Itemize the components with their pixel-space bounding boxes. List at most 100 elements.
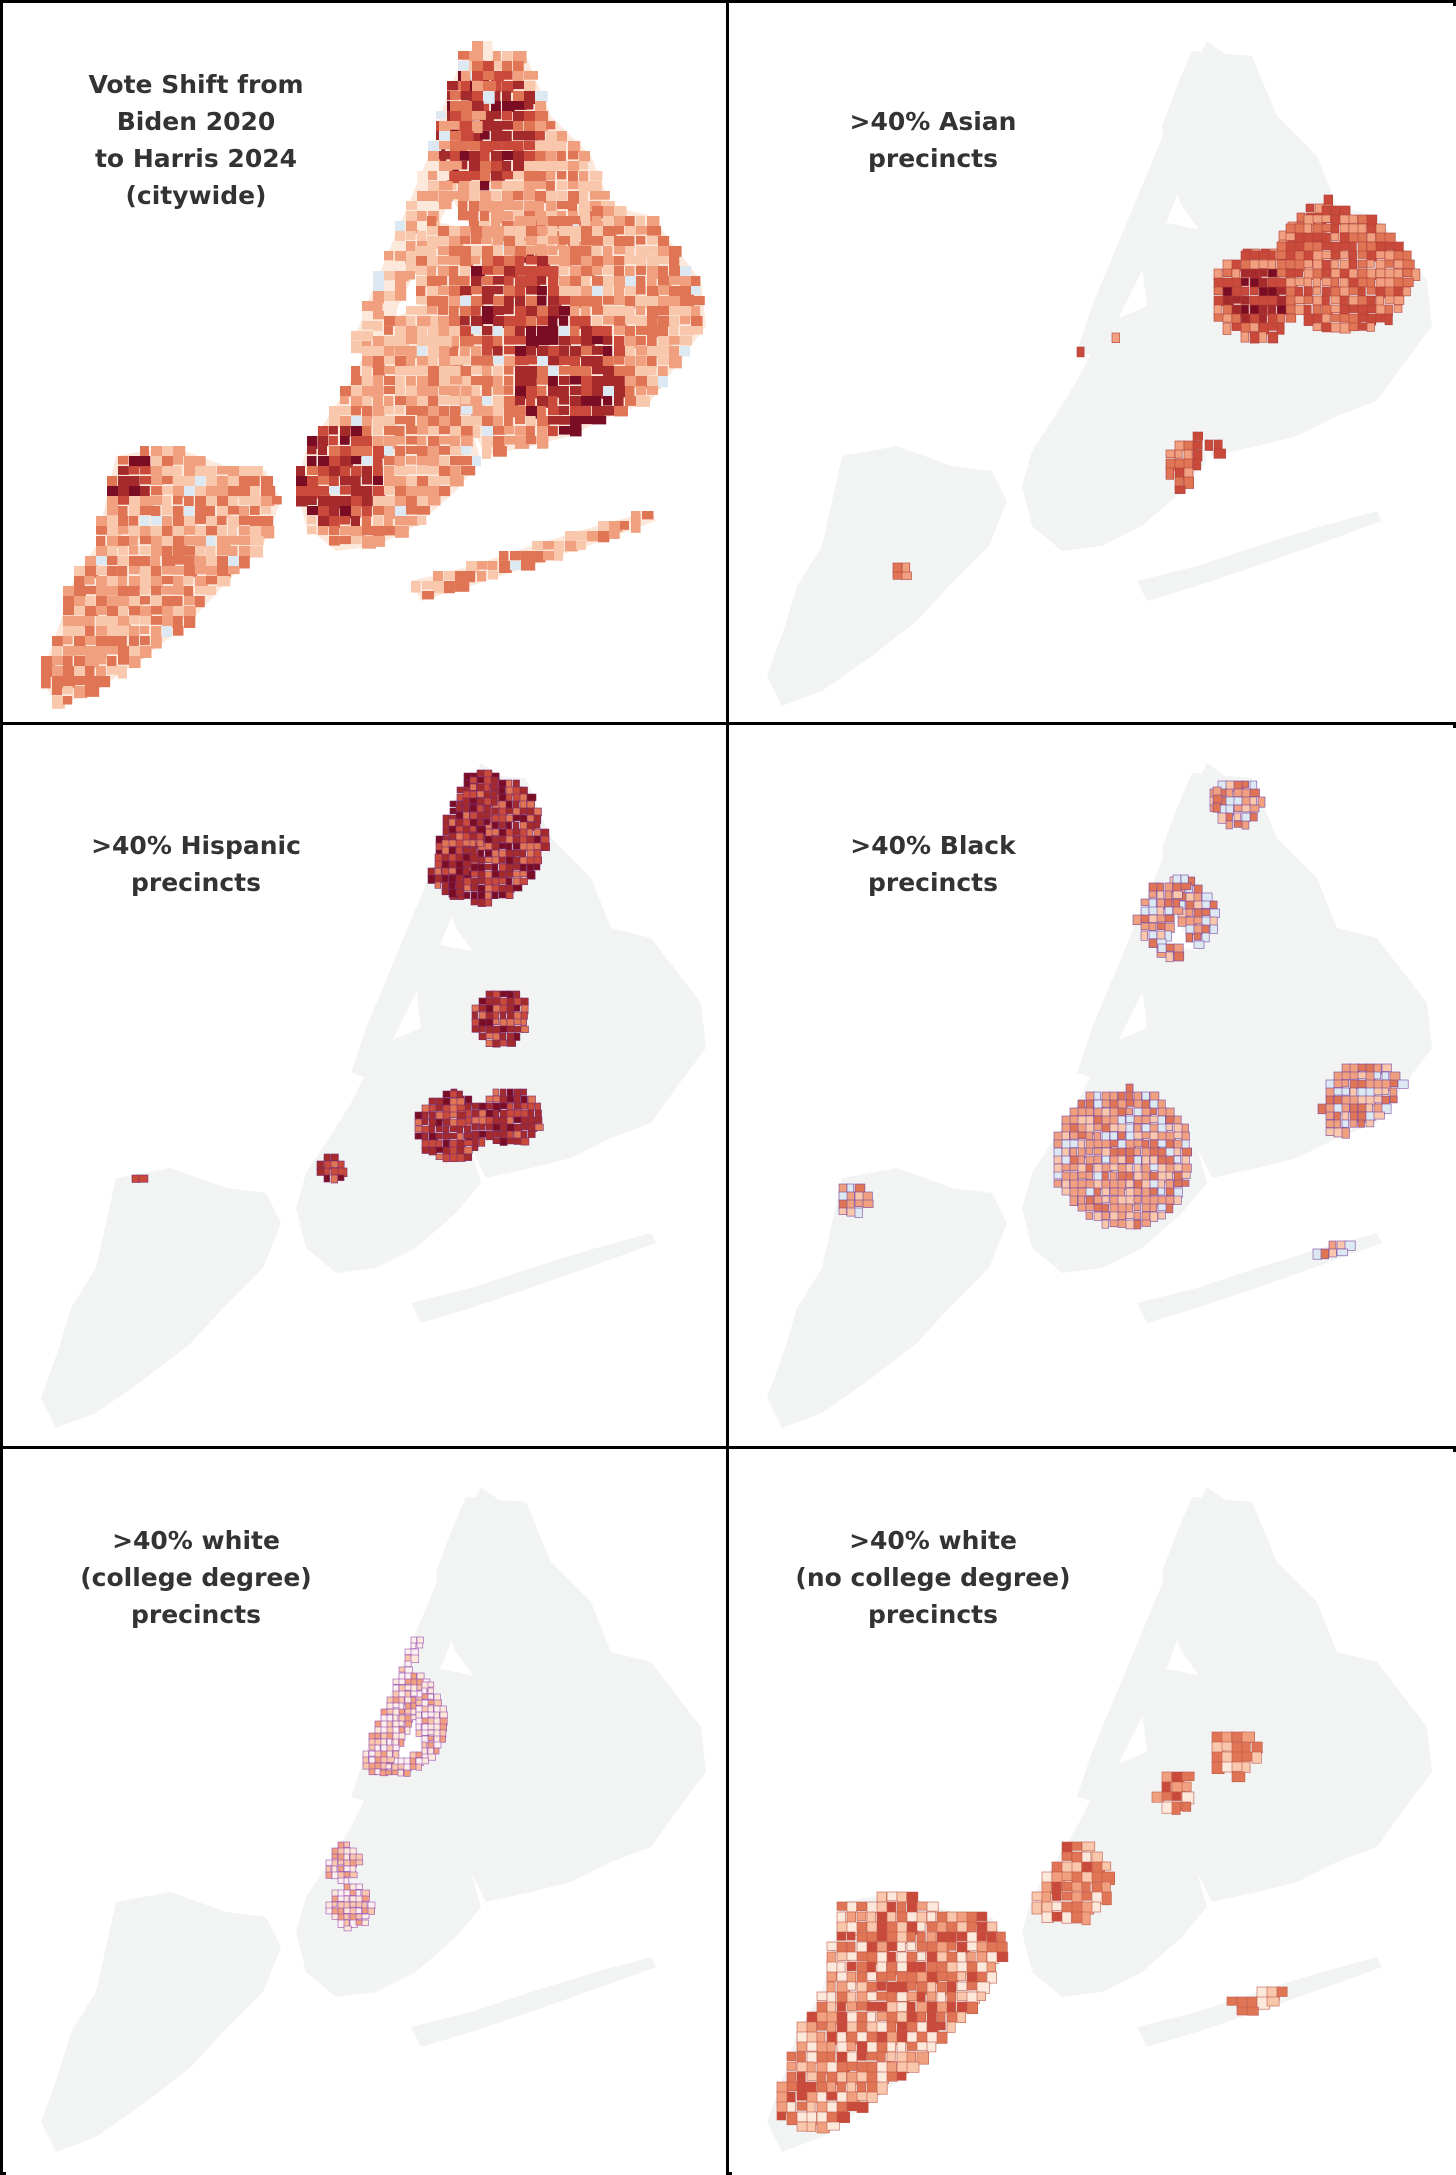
precinct	[340, 496, 353, 509]
precinct	[502, 61, 513, 73]
precinct	[658, 326, 668, 339]
precinct	[506, 1088, 514, 1097]
precinct	[504, 246, 519, 256]
precinct	[362, 321, 377, 330]
precinct	[435, 1153, 444, 1160]
precinct	[916, 2051, 929, 2065]
precinct	[1093, 1115, 1103, 1125]
precinct	[456, 1111, 467, 1119]
precinct	[444, 571, 458, 581]
precinct	[456, 1104, 466, 1112]
precinct	[340, 426, 351, 437]
precinct	[395, 241, 405, 252]
precinct	[482, 376, 494, 387]
precinct	[1165, 1171, 1173, 1180]
precinct	[406, 446, 420, 454]
precinct	[455, 581, 470, 592]
precinct	[449, 316, 461, 329]
precinct	[330, 1174, 338, 1184]
precinct	[502, 161, 512, 174]
precinct	[427, 226, 441, 235]
precinct	[250, 466, 263, 477]
precinct	[1101, 1099, 1111, 1108]
precinct	[504, 236, 516, 247]
precinct	[85, 666, 95, 677]
precinct	[343, 1877, 350, 1885]
precinct	[636, 226, 650, 235]
precinct	[140, 536, 152, 545]
precinct	[609, 521, 623, 532]
precinct	[63, 676, 76, 689]
precinct	[239, 556, 250, 569]
precinct	[603, 206, 617, 219]
precinct	[1249, 286, 1259, 295]
precinct	[513, 1095, 521, 1105]
precinct	[250, 486, 260, 497]
precinct	[1101, 1091, 1111, 1101]
precinct	[195, 476, 206, 489]
precinct	[483, 91, 495, 104]
precinct	[535, 181, 548, 190]
precinct	[1133, 1099, 1144, 1109]
precinct	[318, 446, 327, 456]
precinct	[373, 446, 387, 459]
precinct	[581, 246, 592, 257]
precinct	[228, 476, 240, 489]
precinct	[406, 456, 417, 465]
precinct	[603, 336, 613, 345]
precinct	[469, 839, 476, 847]
precinct	[535, 131, 545, 141]
precinct	[1249, 331, 1260, 344]
precinct	[537, 236, 551, 245]
precinct	[351, 406, 361, 416]
precinct	[1173, 1155, 1182, 1164]
precinct	[906, 1981, 917, 1991]
precinct	[421, 1132, 429, 1141]
precinct	[1330, 304, 1342, 313]
precinct	[463, 1132, 473, 1139]
precinct	[140, 456, 151, 469]
precinct	[195, 546, 206, 556]
precinct	[421, 1717, 429, 1724]
precinct	[491, 121, 503, 133]
precinct	[206, 496, 217, 507]
precinct	[428, 456, 440, 468]
precinct	[603, 326, 612, 338]
precinct	[416, 296, 428, 305]
precinct	[482, 266, 496, 275]
precinct	[469, 151, 483, 164]
precinct	[351, 466, 362, 477]
precinct	[482, 276, 496, 286]
precinct	[568, 191, 581, 204]
precinct	[349, 1865, 357, 1873]
precinct	[395, 356, 407, 368]
precinct	[533, 821, 541, 829]
precinct	[515, 236, 524, 248]
precinct	[1093, 1147, 1103, 1156]
precinct	[537, 346, 549, 357]
precinct	[162, 556, 176, 568]
precinct	[559, 396, 570, 405]
precinct	[647, 226, 662, 236]
precinct	[680, 296, 695, 309]
precinct	[570, 276, 582, 287]
precinct	[966, 1921, 977, 1932]
precinct	[559, 276, 572, 287]
precinct	[1389, 1079, 1399, 1088]
precinct	[478, 1004, 487, 1012]
precinct	[184, 476, 195, 489]
precinct	[876, 2081, 888, 2095]
precinct	[140, 576, 152, 588]
precinct	[118, 566, 128, 578]
precinct	[449, 276, 462, 286]
precinct	[502, 181, 516, 194]
precinct	[162, 486, 175, 495]
precinct	[1212, 802, 1221, 813]
precinct	[846, 1183, 854, 1194]
precinct	[524, 191, 538, 201]
precinct	[559, 376, 570, 385]
precinct	[450, 416, 464, 426]
precinct	[162, 526, 173, 537]
precinct	[173, 446, 186, 457]
precinct	[846, 1901, 857, 1913]
